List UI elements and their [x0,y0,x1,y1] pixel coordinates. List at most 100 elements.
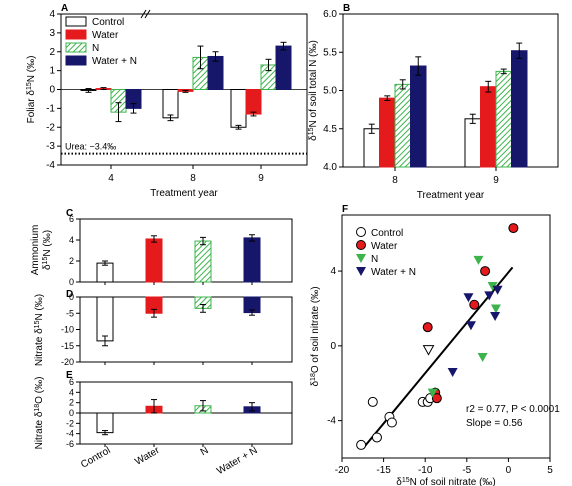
panel-d-ylabel: Nitrate δ15N (‰) [34,294,46,366]
panel-e-ytick-label: -6 [66,439,74,449]
panel-c-ylabel: Ammonium [30,225,41,276]
panel-f-point [492,285,503,295]
panel-a-legend-label: N [92,43,99,54]
panel-f-legend-label: N [371,254,378,265]
panel-a-xtick-label: 9 [258,173,264,184]
panel-b-errorbar [415,56,422,76]
panel-c-ytick-label: 0 [69,277,74,287]
panel-f-point [487,282,498,292]
panel-a-ytick-label: 4 [49,9,55,20]
panel-a-legend-swatch [65,55,87,66]
panel-c-letter: C [66,208,73,219]
panel-f-point [431,393,442,404]
panel-b-xlabel: Treatment year [417,190,485,201]
panel-a-errorbar [100,87,107,90]
panel-a-ytick-label: -1 [46,103,55,114]
panel-f-point [490,311,501,321]
panel-b-bar [495,70,512,168]
panel-a-ytick-label: -3 [46,141,55,152]
panel-a-legend-label: Water [92,30,119,41]
panel-d-letter: D [66,289,73,300]
panel-a-errorbar [212,51,219,62]
panel-b-errorbar [485,80,492,93]
panel-b-errorbar [469,113,476,124]
panel-f-xtick-label: 5 [547,465,553,476]
panel-c-bar [243,237,261,283]
panel-b-bar [363,128,380,168]
panel-b-bar [480,86,497,168]
panel-a-errorbar [280,41,287,51]
panel-a-xtick-label: 4 [108,173,114,184]
panel-b-ytick-label: 6.0 [323,9,337,20]
panel-a-errorbar [130,103,137,114]
panel-f-point [469,299,480,310]
panel-b-errorbar [516,42,523,59]
panel-e-ytick-label: 0 [69,408,74,418]
panel-d-errorbar [102,335,108,347]
panel-e-errorbar [102,430,108,436]
panel-c-errorbar [249,234,255,242]
panel-c-bar [194,240,212,283]
panel-a-errorbar [197,45,204,70]
panel-f-xtick-label: -5 [462,465,471,476]
panel-f-point [490,304,501,314]
panel-e-errorbar [249,402,255,412]
panel-c-axes [79,218,293,283]
panel-f-point [356,439,367,450]
panel-a-errorbar [182,89,189,93]
panel-b-errorbar [500,68,507,75]
panel-f-legend-label: Water + N [371,267,416,278]
panel-a-ytick-label: -2 [46,122,55,133]
panel-b-ytick-label: 4.0 [323,162,337,173]
panel-e-xtick-label: Control [79,445,112,471]
panel-a-legend-swatch [65,16,87,27]
panel-e-xtick-label: Water + N [215,445,259,477]
panel-f-xtick-label: -20 [335,465,350,476]
panel-b-bar [410,65,427,168]
panel-f-ylabel: δ18O of soil nitrate (‰) [310,286,322,386]
panel-a-ytick-label: -4 [46,160,55,171]
panel-d-ytick-label: -10 [61,325,74,335]
panel-f-legend-marker [356,254,366,263]
panel-d-errorbar [249,309,255,316]
panel-a-urea-label: Urea: −3.4‰ [65,142,116,152]
panel-a-errorbar [85,88,92,93]
panel-a-ytick-label: 0 [49,85,55,96]
panel-c-errorbar [151,235,157,243]
panel-b-letter: B [343,3,350,14]
panel-e-ytick-label: 4 [69,387,74,397]
panel-b-errorbar [399,79,406,90]
panel-a-legend-label: Water + N [92,56,137,67]
panel-e-xtick-label: N [199,445,211,458]
panel-f-xtick-label: -15 [376,465,391,476]
panel-f-letter: F [342,204,348,215]
panel-a-bar [162,89,179,119]
panel-a-ytick-label: 2 [49,47,55,58]
panel-d-ytick-label: -20 [61,357,74,367]
panel-a-errorbar [265,58,272,72]
panel-d-ytick-label: 0 [69,292,74,302]
panel-c-ylabel-2: δ15N (‰) [42,230,54,270]
panel-c-bar [145,238,163,283]
panel-d-errorbar [151,308,157,318]
panel-d-ytick-label: -5 [66,308,74,318]
panel-e-errorbar [151,399,157,414]
panel-a-errorbar [167,114,174,122]
panel-c-errorbar [102,260,108,266]
panel-a-ylabel: Foliar δ15N (‰) [26,56,38,124]
panel-f-point [508,223,519,234]
panel-b-bar [464,118,481,168]
panel-f-point [371,432,382,443]
panel-e-ytick-label: -2 [66,418,74,428]
panel-b-errorbar [384,95,391,101]
panel-a-ytick-label: 3 [49,28,55,39]
panel-f-legend-marker [356,267,366,276]
panel-f-ytick-label: 0 [330,341,336,352]
panel-e-bar [96,412,114,434]
panel-a-bar [245,89,262,115]
panel-f-legend-label: Control [371,228,403,239]
panel-f-point [473,255,484,265]
panel-c-bar [96,262,114,283]
panel-a-legend-label: Control [92,17,124,28]
